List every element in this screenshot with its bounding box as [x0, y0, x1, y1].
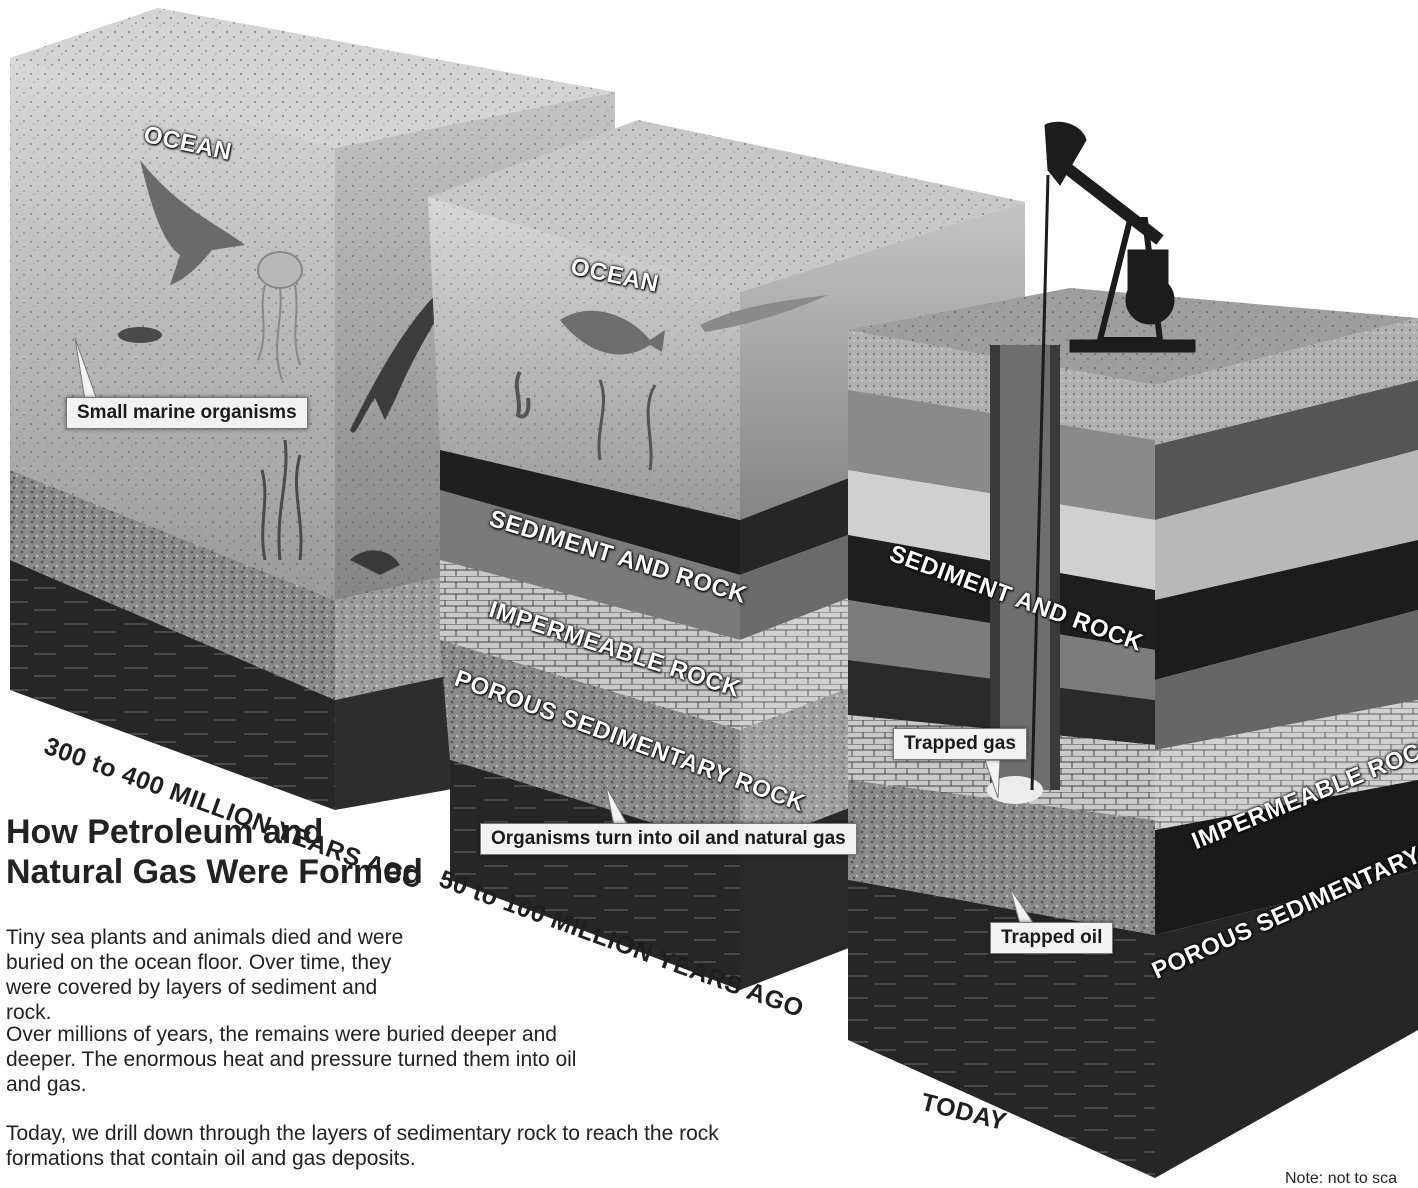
block2-sediment-dark [440, 450, 740, 575]
page-title: How Petroleum and Natural Gas Were Forme… [6, 813, 423, 891]
trapped-oil-callout: Trapped oil [990, 922, 1114, 954]
seahorse-icon [514, 370, 531, 419]
block1-bedrock [10, 560, 335, 810]
shrimp-icon [350, 550, 400, 575]
fish-icon [560, 310, 665, 355]
small-organism-icon [118, 327, 162, 343]
block3-bedrock [848, 880, 1155, 1178]
block2-bedrock [450, 760, 740, 990]
trapped-gas-callout: Trapped gas [893, 728, 1027, 760]
paragraph-1: Tiny sea plants and animals died and wer… [6, 926, 404, 1024]
gas-pocket [987, 776, 1043, 804]
block-today [848, 121, 1418, 1178]
jellyfish-icon [257, 251, 303, 381]
block2-impermeable [440, 560, 740, 730]
gar-fish-icon [700, 295, 828, 332]
seaweed-icon [260, 439, 303, 561]
oil-pump-jack-icon [1030, 121, 1196, 791]
small-organisms-callout: Small marine organisms [66, 397, 308, 429]
paragraph-2: Over millions of years, the remains were… [6, 1023, 577, 1096]
callout-pointer [984, 759, 1001, 799]
block2-sediment-rock [440, 490, 740, 640]
block3-porous [848, 780, 1155, 935]
scale-note: Note: not to sca [1285, 1170, 1398, 1187]
oil-gas-callout: Organisms turn into oil and natural gas [480, 823, 857, 855]
block1-sediment [10, 470, 335, 700]
block2-porous [440, 640, 740, 850]
shark-icon [140, 160, 245, 285]
seaweed-icon [597, 379, 657, 471]
paragraph-3: Today, we drill down through the layers … [6, 1122, 719, 1170]
